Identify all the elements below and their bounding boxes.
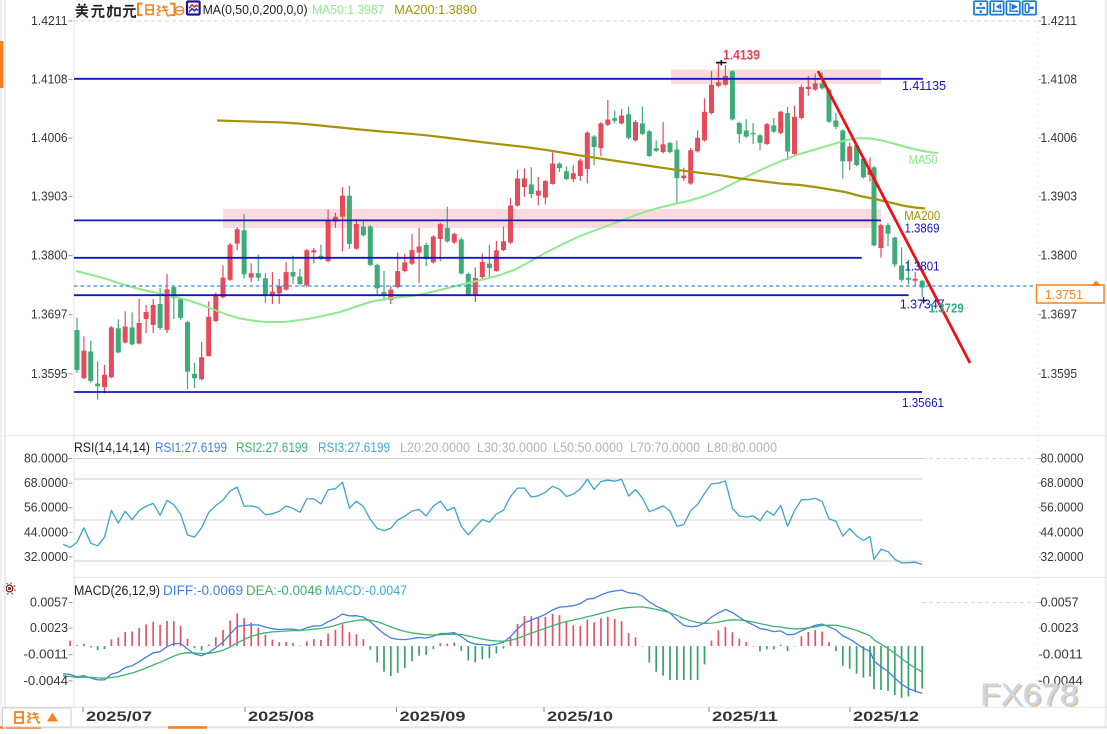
svg-text:32.0000: 32.0000 [24,550,68,564]
svg-text:1.3595: 1.3595 [1041,367,1078,381]
svg-text:L30:30.0000: L30:30.0000 [477,440,547,455]
svg-text:MA(0,50,0,200,0,0): MA(0,50,0,200,0,0) [203,2,308,17]
svg-text:L50:50.0000: L50:50.0000 [553,440,623,455]
svg-text:1.4006: 1.4006 [31,131,68,145]
svg-text:1.3801: 1.3801 [905,259,940,273]
svg-text:1.35661: 1.35661 [902,396,944,410]
svg-text:1.4211: 1.4211 [1041,14,1078,28]
svg-text:56.0000: 56.0000 [24,501,68,515]
svg-text:FX678: FX678 [982,678,1080,714]
svg-text:RSI3:27.6199: RSI3:27.6199 [318,440,390,455]
svg-text:0.0057: 0.0057 [30,596,68,610]
svg-text:-0.0011: -0.0011 [1038,648,1083,662]
svg-text:44.0000: 44.0000 [24,525,68,539]
svg-text:DIFF:-0.0069: DIFF:-0.0069 [163,583,243,598]
svg-text:1.3697: 1.3697 [1041,308,1078,322]
svg-text:44.0000: 44.0000 [1041,525,1084,539]
svg-text:MA50: MA50 [909,153,938,167]
svg-text:2025/12: 2025/12 [853,708,919,724]
svg-text:MA50:1.3987: MA50:1.3987 [312,2,385,17]
svg-text:1.3903: 1.3903 [1041,190,1078,204]
svg-text:0.0023: 0.0023 [30,621,68,635]
svg-text:RSI(14,14,14): RSI(14,14,14) [74,440,150,455]
svg-text:-0.0044: -0.0044 [1038,674,1083,688]
svg-text:1.3903: 1.3903 [31,190,68,204]
svg-text:1.4108: 1.4108 [31,73,68,87]
svg-text:MA200: MA200 [904,209,940,223]
svg-text:2025/07: 2025/07 [86,708,152,724]
svg-text:-0.0044: -0.0044 [24,674,69,688]
svg-text:1.3751: 1.3751 [1045,287,1083,302]
svg-text:1.3800: 1.3800 [31,249,68,263]
svg-text:2025/09: 2025/09 [400,708,466,724]
svg-text:1.4139: 1.4139 [723,48,760,63]
svg-text:L80:80.0000: L80:80.0000 [707,440,777,455]
svg-text:1.3869: 1.3869 [905,222,940,236]
svg-text:DEA:-0.0046: DEA:-0.0046 [246,583,322,598]
svg-text:0.0057: 0.0057 [1041,596,1079,610]
svg-text:RSI2:27.6199: RSI2:27.6199 [236,440,308,455]
svg-text:68.0000: 68.0000 [1041,476,1084,490]
svg-text:-0.0011: -0.0011 [24,648,69,662]
svg-text:32.0000: 32.0000 [1041,550,1084,564]
svg-text:MACD:-0.0047: MACD:-0.0047 [325,583,407,598]
svg-text:2025/11: 2025/11 [712,708,778,724]
svg-text:1.3595: 1.3595 [31,367,68,381]
svg-text:1.3729: 1.3729 [929,302,964,316]
svg-text:1.37347: 1.37347 [900,297,945,311]
svg-text:68.0000: 68.0000 [24,476,68,490]
svg-text:1.4211: 1.4211 [31,14,68,28]
svg-text:1.4108: 1.4108 [1041,73,1078,87]
svg-text:1.41135: 1.41135 [902,79,946,93]
svg-text:1.4006: 1.4006 [1041,131,1078,145]
svg-text:MACD(26,12,9): MACD(26,12,9) [74,583,160,598]
svg-text:2025/10: 2025/10 [547,708,613,724]
svg-text:L70:70.0000: L70:70.0000 [630,440,700,455]
svg-text:MA200:1.3890: MA200:1.3890 [394,2,477,17]
svg-text:1.3800: 1.3800 [1041,249,1078,263]
svg-text:80.0000: 80.0000 [24,452,68,466]
svg-text:56.0000: 56.0000 [1041,501,1084,515]
svg-text:2025/08: 2025/08 [248,708,314,724]
svg-text:80.0000: 80.0000 [1041,452,1084,466]
svg-text:L20:20.0000: L20:20.0000 [400,440,470,455]
svg-text:FX678: FX678 [980,676,1078,712]
svg-text:1.3697: 1.3697 [31,308,68,322]
svg-text:0.0023: 0.0023 [1041,621,1079,635]
svg-text:RSI1:27.6199: RSI1:27.6199 [155,440,227,455]
